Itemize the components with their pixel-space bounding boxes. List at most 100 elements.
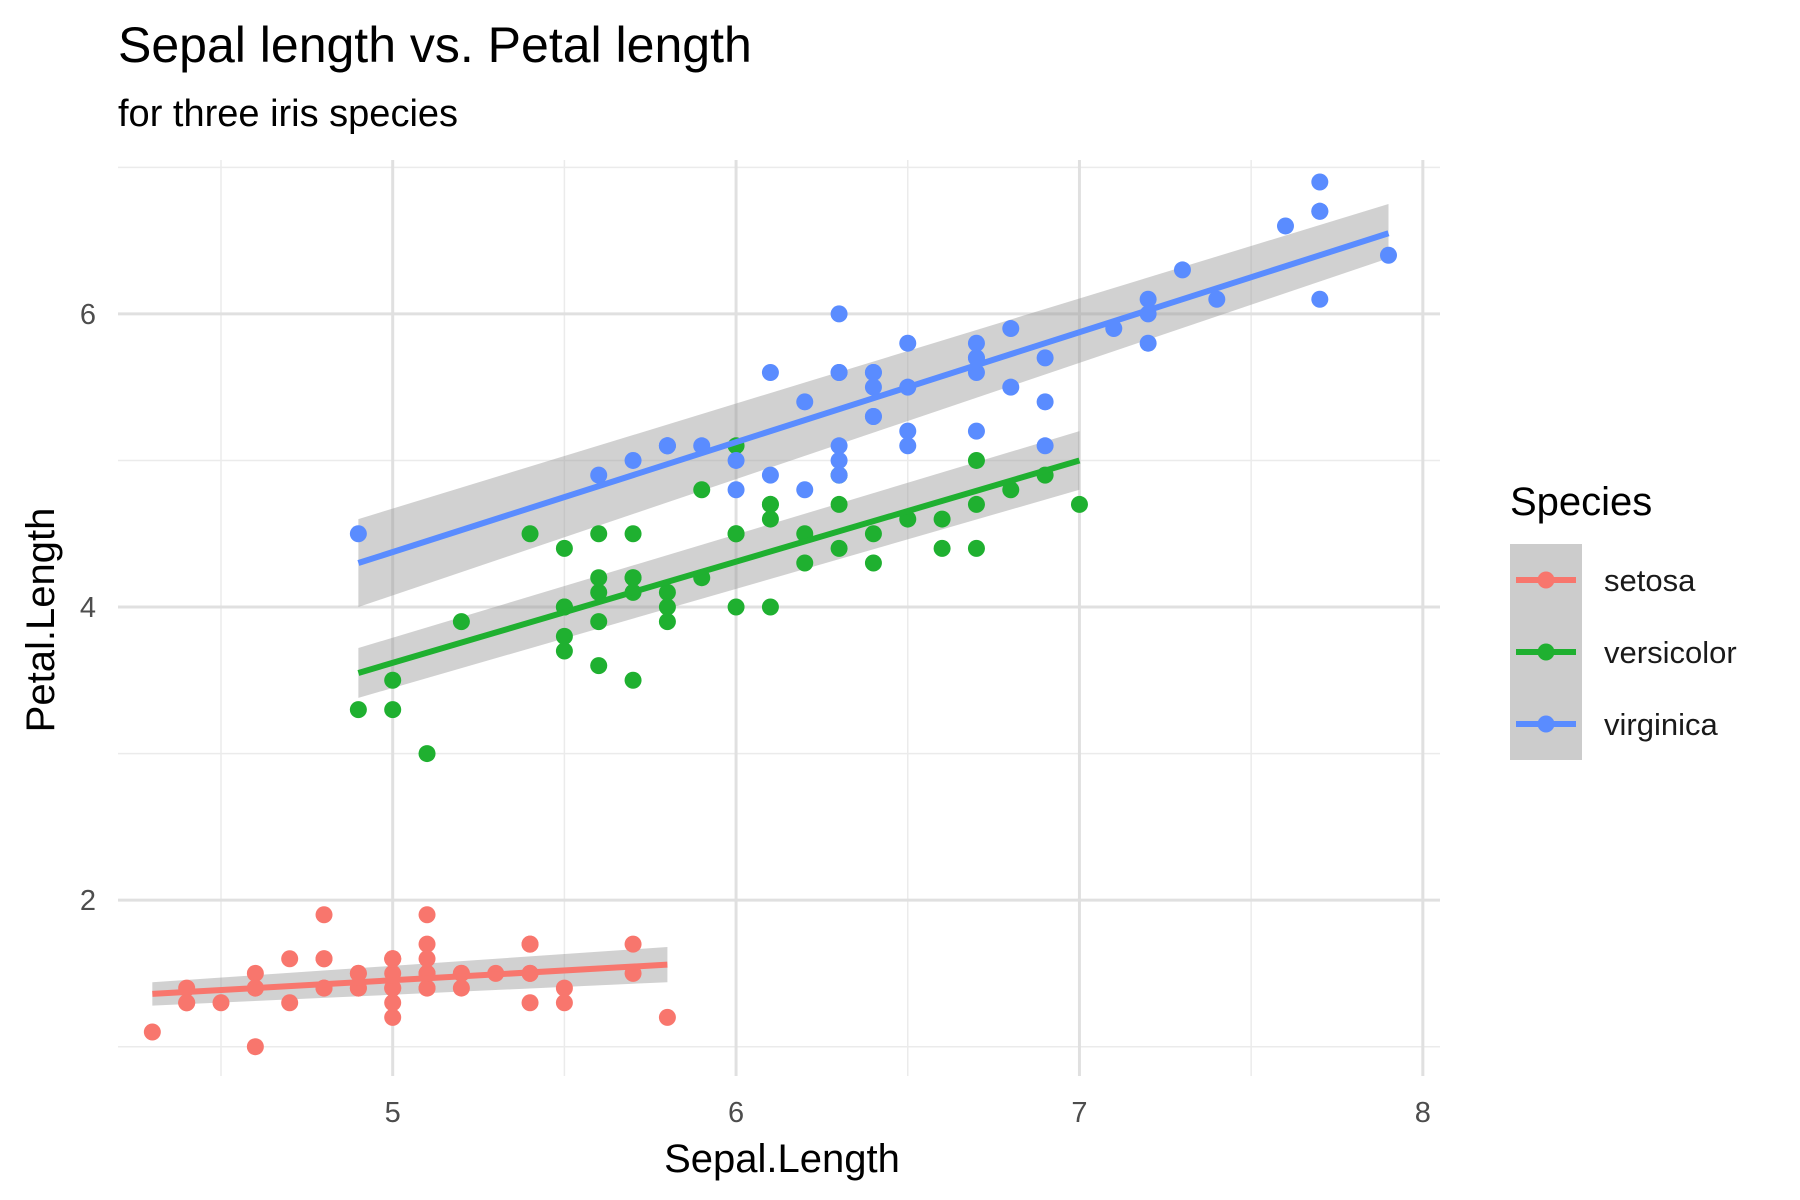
setosa-point [418, 906, 436, 924]
versicolor-point [590, 657, 608, 675]
virginica-point [761, 466, 779, 484]
versicolor-point [555, 627, 573, 645]
virginica-confidence-band [358, 203, 1389, 608]
setosa-point [418, 935, 436, 953]
versicolor-point [830, 539, 848, 557]
setosa-point [418, 950, 436, 968]
virginica-point [1208, 290, 1226, 308]
virginica-point [1311, 202, 1329, 220]
versicolor-point [555, 642, 573, 660]
versicolor-point [761, 495, 779, 513]
versicolor-point [590, 613, 608, 631]
virginica-point [1139, 334, 1157, 352]
versicolor-point [658, 583, 676, 601]
versicolor-point [761, 598, 779, 616]
setosa-point [658, 1008, 676, 1026]
versicolor-point [452, 613, 470, 631]
virginica-point [796, 393, 814, 411]
versicolor-point [967, 539, 985, 557]
setosa-point [384, 979, 402, 997]
setosa-point [555, 979, 573, 997]
data-points [143, 173, 1397, 1056]
y-axis-ticks: 2 4 6 [80, 299, 96, 917]
virginica-point [727, 481, 745, 499]
virginica-point [1002, 378, 1020, 396]
versicolor-point [864, 525, 882, 543]
virginica-point [1276, 217, 1294, 235]
y-tick-label: 4 [80, 592, 96, 624]
versicolor-point [761, 510, 779, 528]
legend: Species setosa versicolor virginica [1510, 480, 1737, 760]
versicolor-point [693, 481, 711, 499]
versicolor-point [624, 671, 642, 689]
virginica-point [590, 466, 608, 484]
virginica-point [864, 378, 882, 396]
legend-key-point [1537, 643, 1555, 661]
virginica-point [658, 437, 676, 455]
virginica-point [624, 451, 642, 469]
regression-lines [152, 230, 1390, 997]
legend-key-point [1537, 715, 1555, 733]
virginica-point [899, 422, 917, 440]
setosa-point [521, 935, 539, 953]
versicolor-point [521, 525, 539, 543]
setosa-point [178, 994, 196, 1012]
legend-items: setosa versicolor virginica [1510, 544, 1737, 760]
virginica-point [864, 364, 882, 382]
x-axis-title: Sepal.Length [664, 1137, 900, 1181]
grid-lines [118, 160, 1440, 1076]
setosa-point [281, 950, 299, 968]
setosa-point [281, 994, 299, 1012]
chart-subtitle: for three iris species [118, 93, 458, 135]
versicolor-point [590, 583, 608, 601]
virginica-point [1173, 261, 1191, 279]
virginica-point [1379, 246, 1397, 264]
plot-panel [118, 160, 1440, 1076]
setosa-point [246, 1038, 264, 1056]
x-tick-label: 7 [1071, 1097, 1087, 1129]
versicolor-point [658, 613, 676, 631]
virginica-point [796, 481, 814, 499]
x-tick-label: 5 [385, 1097, 401, 1129]
virginica-point [830, 305, 848, 323]
virginica-point [899, 334, 917, 352]
legend-label-setosa: setosa [1604, 563, 1696, 598]
setosa-point [246, 964, 264, 982]
setosa-point [315, 906, 333, 924]
versicolor-point [624, 525, 642, 543]
versicolor-point [1002, 481, 1020, 499]
virginica-point [349, 525, 367, 543]
setosa-regression-line [152, 961, 668, 997]
versicolor-point [555, 539, 573, 557]
versicolor-point [967, 495, 985, 513]
virginica-point [1002, 320, 1020, 338]
x-tick-label: 8 [1415, 1097, 1431, 1129]
setosa-point [521, 994, 539, 1012]
virginica-point [1311, 290, 1329, 308]
versicolor-point [727, 598, 745, 616]
versicolor-point [418, 745, 436, 763]
legend-label-virginica: virginica [1604, 707, 1718, 742]
versicolor-point [933, 539, 951, 557]
versicolor-point [796, 554, 814, 572]
versicolor-point [590, 569, 608, 587]
setosa-point [418, 979, 436, 997]
setosa-point [452, 979, 470, 997]
versicolor-point [658, 598, 676, 616]
versicolor-point [933, 510, 951, 528]
versicolor-point [590, 525, 608, 543]
virginica-point [1036, 393, 1054, 411]
versicolor-point [830, 495, 848, 513]
setosa-point [624, 935, 642, 953]
setosa-point [349, 964, 367, 982]
setosa-point [212, 994, 230, 1012]
virginica-point [727, 451, 745, 469]
virginica-point [864, 407, 882, 425]
y-tick-label: 2 [80, 885, 96, 917]
virginica-point [830, 451, 848, 469]
versicolor-point [864, 554, 882, 572]
legend-key-point [1537, 571, 1555, 589]
y-axis-title: Petal.Length [19, 508, 63, 733]
virginica-point [830, 437, 848, 455]
